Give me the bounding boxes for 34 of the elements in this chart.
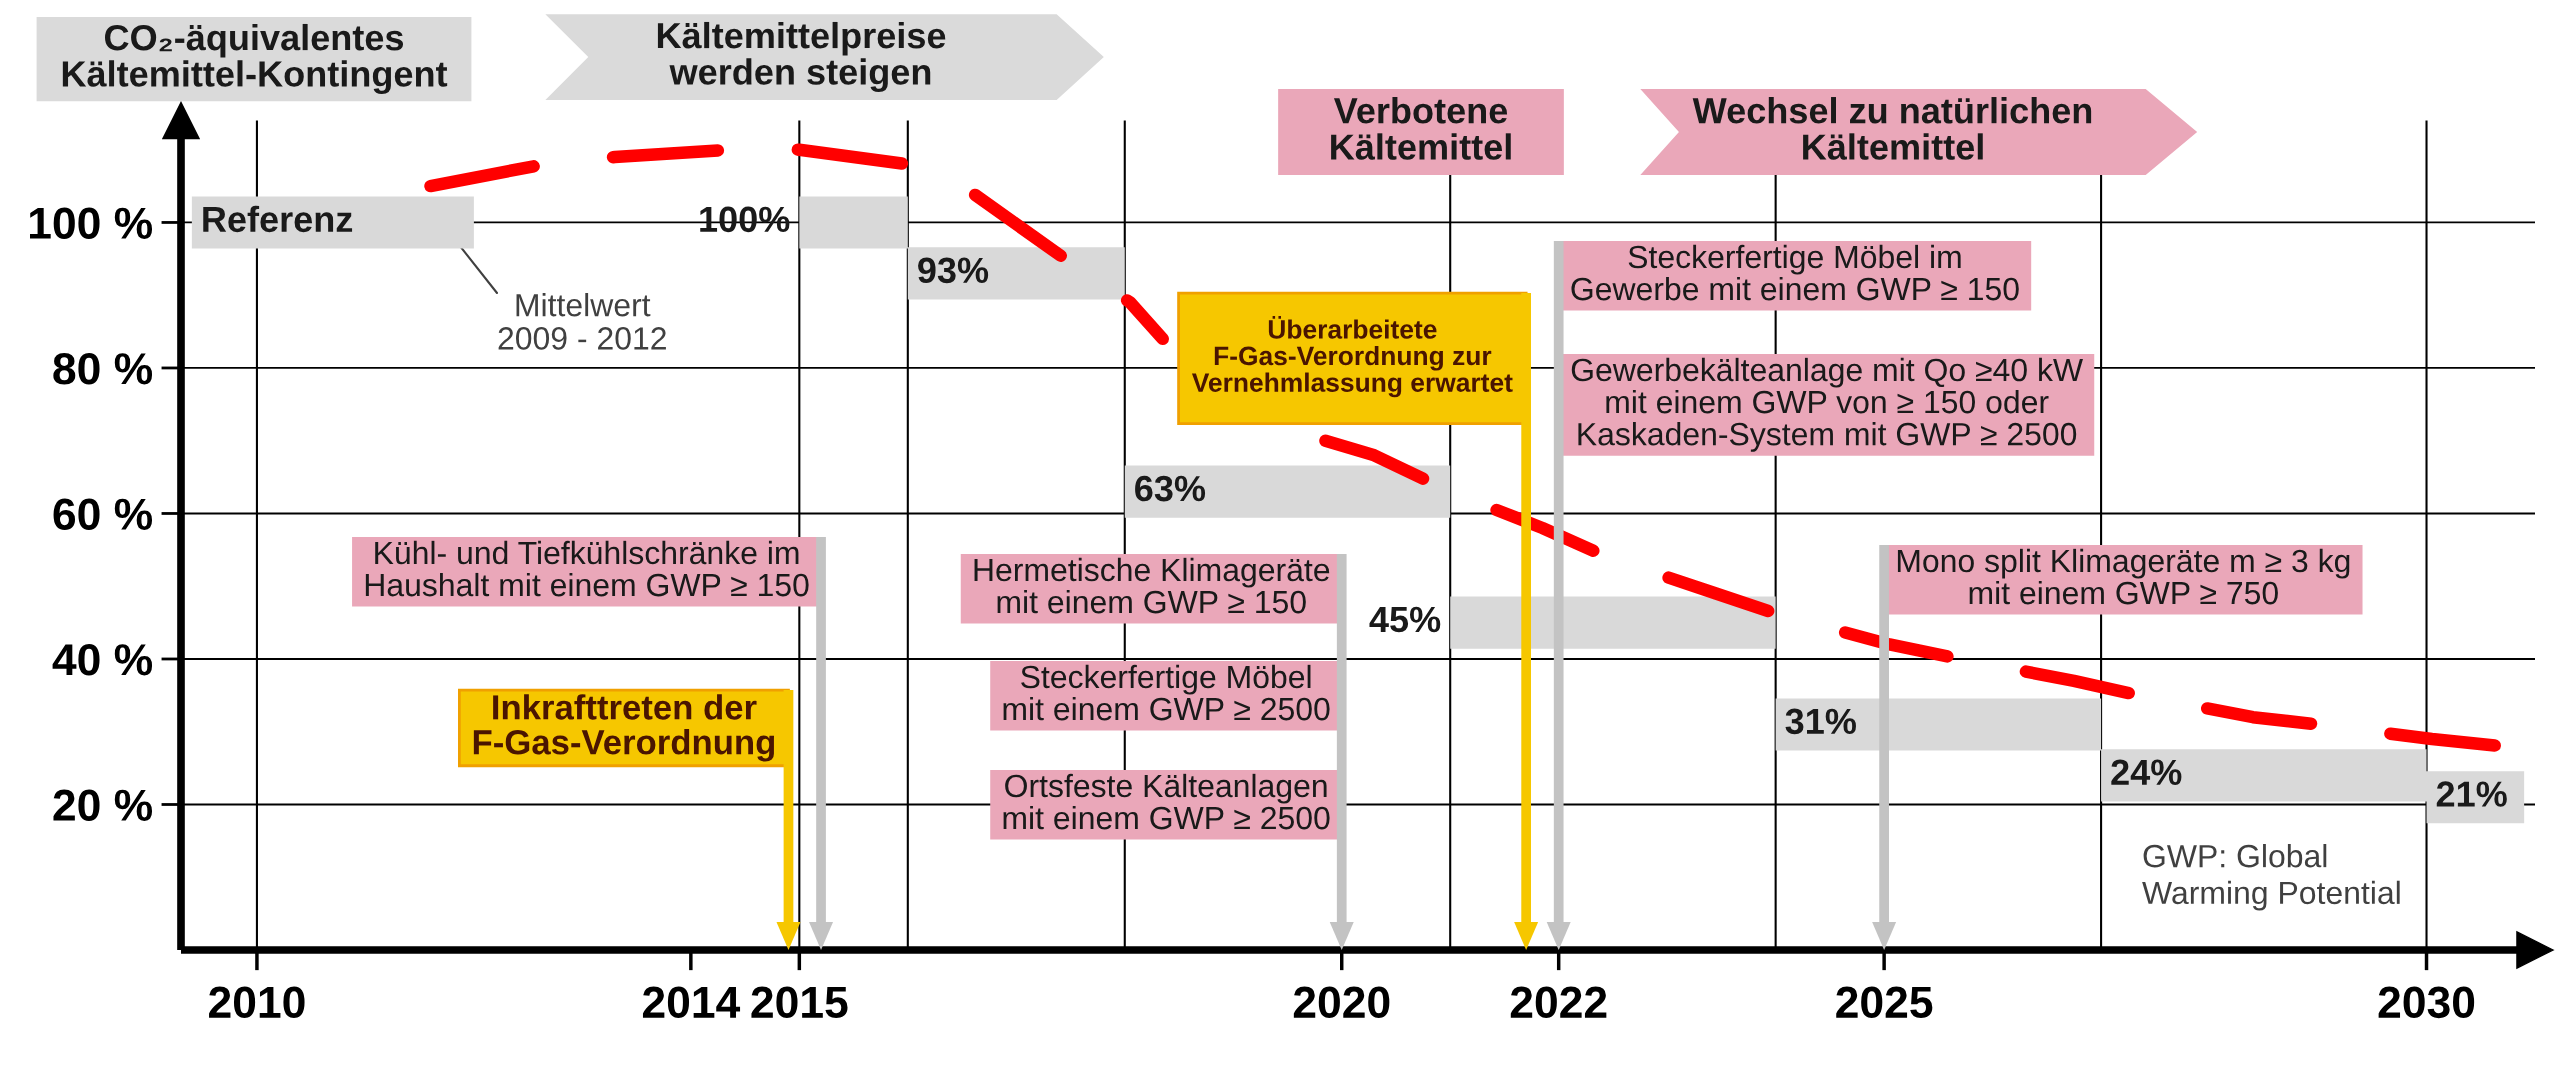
data-label: 45% (1369, 606, 1441, 633)
ref-line-label: Mono split Klimageräte m ≥ 3 kg mit einem GWP ≥ 750 (1897, 548, 2350, 605)
data-label: 24% (2111, 759, 2182, 786)
annotation: Ortsfeste Kälteanlagen mit einem GWP ≥ 2500 (1003, 773, 1330, 830)
y-tick-label: 80 % (53, 353, 153, 385)
data-label: 63% (1135, 475, 1206, 502)
x-tick-label: 2022 (1510, 986, 1607, 1019)
data-label: 31% (1785, 708, 1856, 735)
annotation: GWP: Global Warming Potential (2142, 844, 2400, 911)
y-tick-label: 40 % (52, 644, 153, 676)
x-tick-label: 2015 (751, 986, 848, 1019)
y-tick-label: 100 % (30, 207, 153, 239)
x-tick-label: 2020 (1293, 986, 1390, 1019)
y-tick-label: 60 % (53, 498, 153, 531)
annotation: Steckerfertige Möbel mit einem GWP ≥ 2500 (1003, 664, 1330, 721)
y-axis-title: CO₂-äquivalentes Kältemittel-Kontingent (62, 23, 448, 95)
data-label: 93% (918, 257, 989, 284)
ref-line-label: Überarbeitete F-Gas-Verordnung zur Vernehmlassung erwartet (1191, 315, 1513, 398)
annotation: Gewerbekälteanlage mit Qo ≥40 kW mit einem GWP von ≥ 150 oder Kaskaden-System mit GWP ≥ 2500 (1571, 357, 2083, 452)
y-tick-label: 20 % (53, 789, 153, 822)
data-label: 21% (2436, 781, 2507, 807)
ref-line-label: Kühl- und Tiefkühlschränke im Haushalt mit einem GWP ≥ 150 (365, 540, 809, 597)
annotation: Verbotene Kältemittel (1331, 97, 1511, 160)
ref-line-label: Hermetische Klimageräte mit einem GWP ≥ 150 (974, 557, 1330, 614)
annotation: Wechsel zu natürlichen Kältemittel (1692, 97, 2092, 160)
x-tick-label: 2025 (1836, 986, 1933, 1019)
annotation: Mittelwert 2009 - 2012 (498, 293, 666, 350)
x-tick-label: 2010 (209, 986, 305, 1019)
data-label: Referenz (203, 205, 353, 233)
x-tick-label: 2030 (2378, 986, 2475, 1019)
text: Kältemittelpreise werden steigen (657, 21, 946, 93)
x-tick-label: 2014 (642, 986, 741, 1019)
ref-line-label: Inkrafttreten der F-Gas-Verordnung (473, 694, 775, 762)
ref-line-label: Steckerfertige Möbel im Gewerbe mit einem GWP ≥ 150 (1571, 244, 2019, 301)
